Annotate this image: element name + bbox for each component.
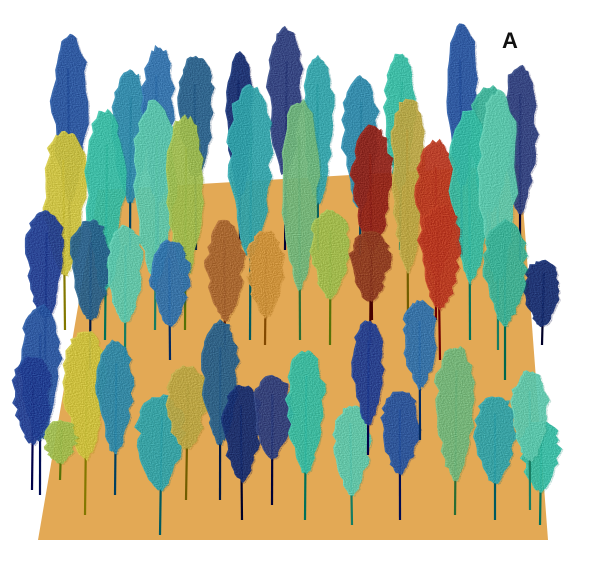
tree xyxy=(12,356,53,491)
panel-label: A xyxy=(502,30,518,52)
tree-crown-shadow xyxy=(26,211,65,319)
